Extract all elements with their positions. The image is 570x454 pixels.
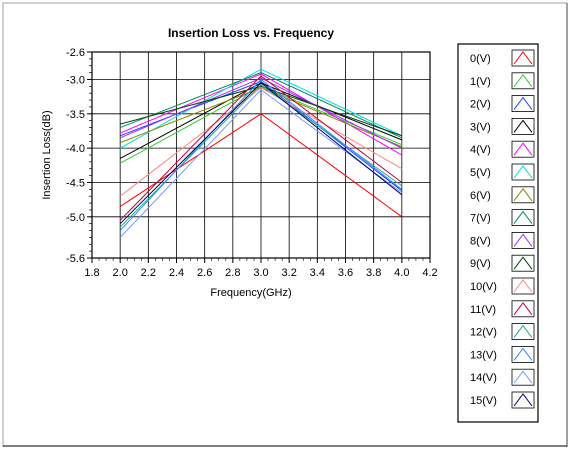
legend-label: 11(V) bbox=[470, 304, 496, 316]
legend-swatch-line bbox=[513, 370, 533, 384]
legend-label: 14(V) bbox=[470, 372, 497, 384]
y-tick-label: -4.5 bbox=[66, 177, 85, 189]
legend-swatch-box bbox=[511, 140, 535, 158]
series-line-11(V) bbox=[119, 75, 403, 221]
x-tick-label: 3.4 bbox=[310, 267, 325, 279]
series-line-10(V) bbox=[119, 87, 403, 197]
legend-swatch-box bbox=[511, 277, 535, 295]
legend-label: 4(V) bbox=[470, 144, 491, 156]
x-tick-label: 2.6 bbox=[197, 267, 212, 279]
legend-label: 3(V) bbox=[470, 121, 491, 133]
series-line-15(V) bbox=[119, 82, 403, 225]
legend-swatch-box bbox=[511, 254, 535, 272]
legend-swatch-line bbox=[513, 256, 533, 270]
series-line-5(V) bbox=[119, 68, 403, 149]
legend-swatch-box bbox=[511, 118, 535, 135]
series-line-7(V) bbox=[119, 72, 403, 139]
legend-label: 12(V) bbox=[470, 327, 497, 339]
y-tick-label: -2.6 bbox=[66, 47, 85, 59]
legend-label: 1(V) bbox=[470, 76, 491, 88]
legend-swatch-box bbox=[511, 368, 535, 386]
legend-swatch-line bbox=[513, 142, 533, 156]
x-tick-label: 3.2 bbox=[282, 267, 297, 279]
x-tick-label: 3.6 bbox=[338, 267, 353, 279]
legend-swatch-line bbox=[513, 279, 533, 293]
frame-edge-light bbox=[2, 2, 567, 447]
x-tick-label: 2.2 bbox=[141, 267, 156, 279]
legend-swatch-box bbox=[511, 49, 535, 67]
legend-label: 15(V) bbox=[470, 395, 497, 407]
legend-swatch-line bbox=[513, 301, 533, 316]
legend-label: 2(V) bbox=[470, 99, 491, 111]
legend-label: 6(V) bbox=[470, 190, 491, 202]
legend-swatch-box bbox=[511, 300, 535, 318]
legend-label: 0(V) bbox=[470, 53, 491, 65]
x-tick-label: 4.0 bbox=[394, 267, 409, 279]
legend-label: 9(V) bbox=[470, 258, 491, 270]
legend-swatch-line bbox=[513, 96, 533, 110]
legend-swatch-line bbox=[513, 73, 533, 88]
legend-swatch-line bbox=[513, 51, 533, 65]
legend-swatch-box bbox=[511, 391, 535, 409]
legend-label: 10(V) bbox=[470, 281, 497, 293]
legend-swatch-line bbox=[513, 165, 533, 179]
legend-label: 8(V) bbox=[470, 235, 491, 247]
y-tick-label: -3.0 bbox=[66, 74, 85, 86]
series-line-13(V) bbox=[119, 78, 403, 231]
x-tick-label: 3.0 bbox=[253, 267, 268, 279]
y-tick-label: -4.0 bbox=[66, 143, 85, 155]
legend-swatch-box bbox=[511, 95, 535, 112]
y-axis-label: Insertion Loss(dB) bbox=[41, 110, 53, 199]
legend-label: 5(V) bbox=[470, 167, 491, 179]
grid-lines bbox=[92, 52, 430, 258]
series-line-8(V) bbox=[119, 77, 403, 149]
x-tick-label: 2.4 bbox=[169, 267, 184, 279]
series-line-14(V) bbox=[119, 89, 403, 238]
x-axis-label: Frequency(GHz) bbox=[210, 287, 291, 299]
legend-swatch-box bbox=[511, 72, 535, 90]
legend: 0(V) 1(V) 2(V) 3(V) 4(V) 5(V) 6(V) 7(V) 8(V) 9(V)… bbox=[470, 49, 535, 409]
legend-label: 7(V) bbox=[470, 213, 491, 225]
x-tick-label: 1.8 bbox=[84, 267, 99, 279]
y-tick-label: -5.0 bbox=[66, 212, 85, 224]
series-lines bbox=[119, 68, 403, 238]
y-tick-label: -5.6 bbox=[66, 253, 85, 265]
x-tick-label: 4.2 bbox=[422, 267, 437, 279]
x-axis-ticks: 1.8 2.0 2.2 2.4 2.6 2.8 3.0 3.2 3.4 3.6 3.8 4.0 4.2 bbox=[84, 258, 438, 279]
legend-swatch-box bbox=[511, 163, 535, 181]
series-line-4(V) bbox=[119, 73, 403, 156]
legend-swatch-line bbox=[513, 233, 533, 247]
series-line-9(V) bbox=[120, 85, 402, 137]
legend-swatch-box bbox=[511, 345, 535, 363]
y-axis-ticks: -2.6 -3.0 -3.5 -4.0 -4.5 -5.0 -5.6 bbox=[66, 47, 92, 265]
legend-swatch-box bbox=[511, 231, 535, 249]
legend-swatch-line bbox=[513, 347, 533, 361]
legend-swatch-box bbox=[511, 323, 535, 341]
series-line-0(V) bbox=[119, 113, 403, 218]
legend-swatch-box bbox=[511, 209, 535, 227]
legend-swatch-box bbox=[511, 186, 535, 204]
x-tick-label: 2.0 bbox=[113, 267, 128, 279]
chart-title: Insertion Loss vs. Frequency bbox=[168, 26, 334, 40]
legend-swatch-line bbox=[513, 324, 533, 338]
legend-swatch-line bbox=[513, 119, 533, 133]
x-tick-label: 3.8 bbox=[366, 267, 381, 279]
legend-label: 13(V) bbox=[470, 349, 497, 361]
y-tick-label: -3.5 bbox=[66, 109, 85, 121]
x-tick-label: 2.8 bbox=[225, 267, 240, 279]
legend-swatch-line bbox=[513, 393, 533, 407]
legend-swatch-line bbox=[513, 210, 533, 224]
legend-swatch-line bbox=[513, 187, 533, 202]
